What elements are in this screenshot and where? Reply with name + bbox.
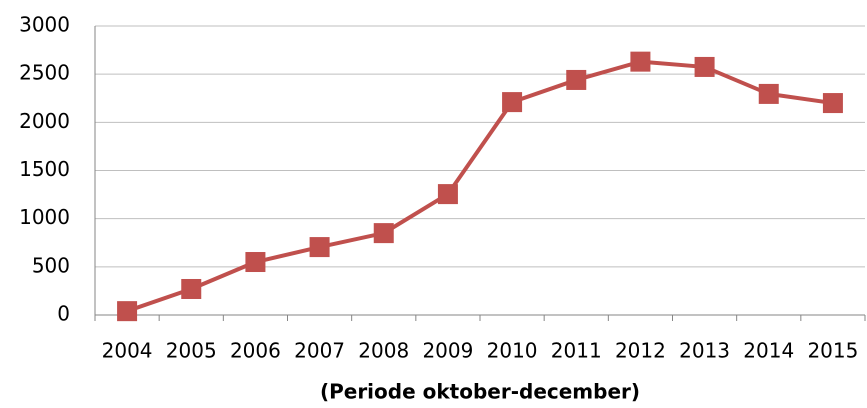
x-tick-label: 2011 xyxy=(551,339,602,363)
x-tick-label: 2012 xyxy=(615,339,666,363)
marker xyxy=(373,223,394,244)
marker xyxy=(822,93,843,114)
x-tick-label: 2009 xyxy=(422,339,473,363)
marker xyxy=(566,69,587,90)
y-tick-label: 3000 xyxy=(19,13,70,37)
x-tick-label: 2006 xyxy=(230,339,281,363)
y-tick-label: 1500 xyxy=(19,157,70,181)
x-tick-label: 2013 xyxy=(679,339,730,363)
y-tick-label: 2000 xyxy=(19,109,70,133)
marker xyxy=(437,184,458,205)
x-tick-label: 2004 xyxy=(102,339,153,363)
x-tick-label: 2008 xyxy=(358,339,409,363)
x-axis-title: (Periode oktober-december) xyxy=(320,380,640,404)
line xyxy=(126,59,834,314)
marker xyxy=(181,278,202,299)
marker xyxy=(694,56,715,77)
x-tick-label: 2007 xyxy=(294,339,345,363)
marker xyxy=(758,83,779,104)
marker xyxy=(630,51,651,72)
marker xyxy=(117,301,138,322)
x-tick-label: 2010 xyxy=(487,339,538,363)
marker xyxy=(245,252,266,273)
marker xyxy=(502,92,523,113)
y-tick-label: 1000 xyxy=(19,205,70,229)
y-tick-label: 0 xyxy=(57,302,70,326)
marker xyxy=(309,237,330,258)
x-tick-label: 2014 xyxy=(743,339,794,363)
x-tick-label: 2005 xyxy=(166,339,217,363)
x-tick-label: 2015 xyxy=(807,339,858,363)
y-tick-label: 2500 xyxy=(19,61,70,85)
y-tick-label: 500 xyxy=(32,253,70,277)
